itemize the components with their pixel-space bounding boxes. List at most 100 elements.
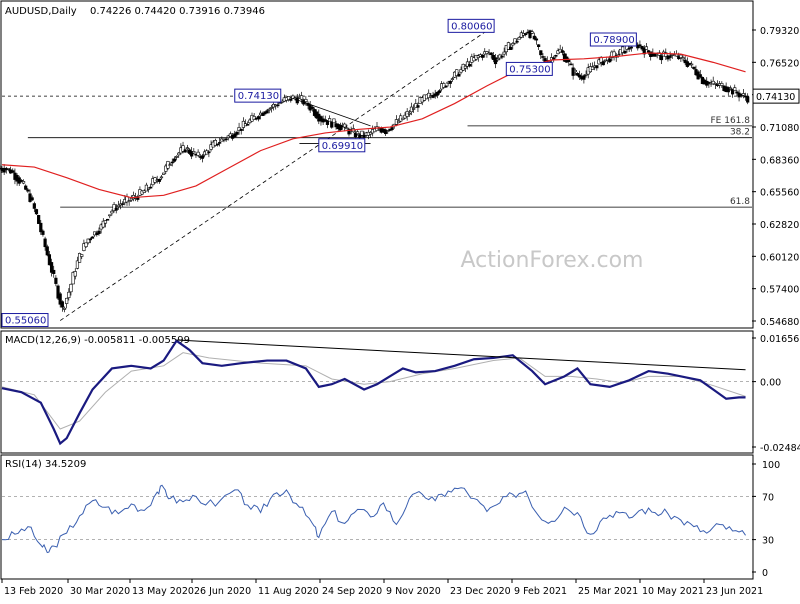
candle-body bbox=[711, 80, 715, 85]
x-tick-label: 25 Mar 2021 bbox=[578, 586, 638, 597]
annotation-box bbox=[505, 61, 553, 76]
candle-body bbox=[267, 108, 271, 111]
candle-body bbox=[692, 66, 696, 69]
candle-body bbox=[127, 200, 131, 202]
macd-header: MACD(12,26,9) -0.005811 -0.005599 bbox=[5, 335, 190, 346]
candle-body bbox=[21, 181, 26, 184]
candle-body bbox=[735, 91, 739, 94]
rsi-tick-label: 100 bbox=[762, 460, 780, 471]
candle-body bbox=[101, 220, 105, 228]
watermark: ActionForex.com bbox=[461, 248, 644, 273]
candle-body bbox=[106, 218, 110, 221]
candle-body bbox=[442, 83, 446, 88]
candle-body bbox=[567, 59, 571, 63]
candle-body bbox=[481, 55, 485, 58]
candle-body bbox=[60, 301, 64, 308]
candle-body bbox=[58, 293, 62, 305]
candle-body bbox=[431, 95, 435, 98]
annotation-box bbox=[1, 313, 49, 328]
candle-body bbox=[181, 145, 185, 152]
candle-body bbox=[362, 135, 366, 138]
price-tick-label: 0.54680 bbox=[760, 317, 799, 328]
candle-body bbox=[233, 133, 237, 138]
x-tick-label: 26 Jun 2020 bbox=[194, 586, 251, 597]
x-tick-label: 23 Jun 2021 bbox=[706, 586, 763, 597]
macd-tick-label: 0.00 bbox=[760, 378, 781, 389]
price-tick-label: 0.71080 bbox=[760, 123, 799, 134]
candle-body bbox=[269, 107, 273, 109]
x-tick-label: 9 Feb 2021 bbox=[514, 586, 567, 597]
annotation-label: 0.69910 bbox=[322, 141, 363, 152]
candle-body bbox=[741, 93, 745, 96]
candle-body bbox=[463, 65, 467, 69]
candle-body bbox=[114, 207, 118, 211]
candle-body bbox=[496, 58, 500, 61]
symbol-label: AUDUSD,Daily bbox=[5, 6, 77, 17]
price-plot: 0.793200.765200.737200.710800.683600.655… bbox=[0, 18, 800, 328]
candle-body bbox=[638, 44, 642, 47]
price-tick-label: 0.57400 bbox=[760, 285, 799, 296]
candle-body bbox=[168, 164, 172, 166]
candle-body bbox=[207, 151, 211, 154]
candle-body bbox=[636, 44, 640, 49]
candle-body bbox=[261, 113, 265, 116]
candle-body bbox=[183, 149, 187, 153]
candle-body bbox=[73, 271, 77, 277]
candle-body bbox=[71, 272, 75, 285]
candle-body bbox=[629, 46, 633, 49]
candle-body bbox=[11, 170, 15, 173]
candle-body bbox=[37, 215, 41, 224]
level-label: FE 161.8 bbox=[711, 116, 751, 126]
candle-body bbox=[112, 204, 116, 211]
axes: 13 Feb 2020 30 Mar 2020 13 May 2020 26 Jun … bbox=[1, 579, 763, 597]
annotation-label: 0.78900 bbox=[593, 35, 634, 46]
price-tick-label: 0.60120 bbox=[760, 252, 799, 263]
candle-body bbox=[302, 99, 306, 105]
candle-body bbox=[299, 95, 304, 100]
price-tick-label: 0.76520 bbox=[760, 58, 799, 69]
candle-body bbox=[450, 78, 455, 80]
candle-body bbox=[698, 74, 702, 78]
candle-body bbox=[502, 51, 506, 55]
candle-body bbox=[190, 151, 194, 157]
level-label: 61.8 bbox=[730, 197, 750, 207]
candle-body bbox=[627, 47, 631, 50]
candle-body bbox=[30, 197, 34, 201]
candle-body bbox=[19, 180, 23, 182]
candle-body bbox=[534, 38, 539, 41]
candle-body bbox=[49, 262, 54, 273]
candle-body bbox=[172, 158, 177, 162]
price-tick-label: 0.79320 bbox=[760, 26, 799, 37]
candle-body bbox=[97, 230, 101, 234]
candle-body bbox=[52, 269, 56, 274]
candle-body bbox=[56, 285, 60, 299]
annotation-label: 0.75300 bbox=[509, 64, 550, 75]
candle-body bbox=[77, 253, 82, 263]
rsi-tick-label: 0 bbox=[762, 568, 768, 579]
candle-body bbox=[601, 61, 605, 66]
candle-body bbox=[39, 222, 43, 233]
x-tick-label: 24 Sep 2020 bbox=[322, 586, 382, 597]
candle-body bbox=[623, 50, 627, 54]
candle-body bbox=[726, 87, 730, 93]
candle-body bbox=[142, 190, 146, 193]
candle-body bbox=[595, 65, 599, 69]
candle-body bbox=[746, 96, 750, 103]
candle-body bbox=[444, 85, 448, 88]
annotation-box bbox=[447, 18, 495, 33]
candle-body bbox=[554, 55, 558, 57]
candle-body bbox=[185, 147, 189, 150]
candle-body bbox=[289, 98, 293, 101]
candle-body bbox=[82, 243, 86, 251]
candle-body bbox=[330, 121, 334, 128]
candle-body bbox=[590, 66, 595, 70]
candle-body bbox=[412, 108, 416, 110]
candle-body bbox=[358, 134, 362, 138]
candle-body bbox=[537, 44, 541, 47]
candle-body bbox=[468, 64, 472, 67]
candle-body bbox=[287, 96, 291, 100]
rsi-header: RSI(14) 34.5209 bbox=[5, 459, 86, 470]
candle-body bbox=[524, 33, 528, 36]
candle-body bbox=[218, 142, 222, 144]
candle-body bbox=[353, 132, 358, 138]
